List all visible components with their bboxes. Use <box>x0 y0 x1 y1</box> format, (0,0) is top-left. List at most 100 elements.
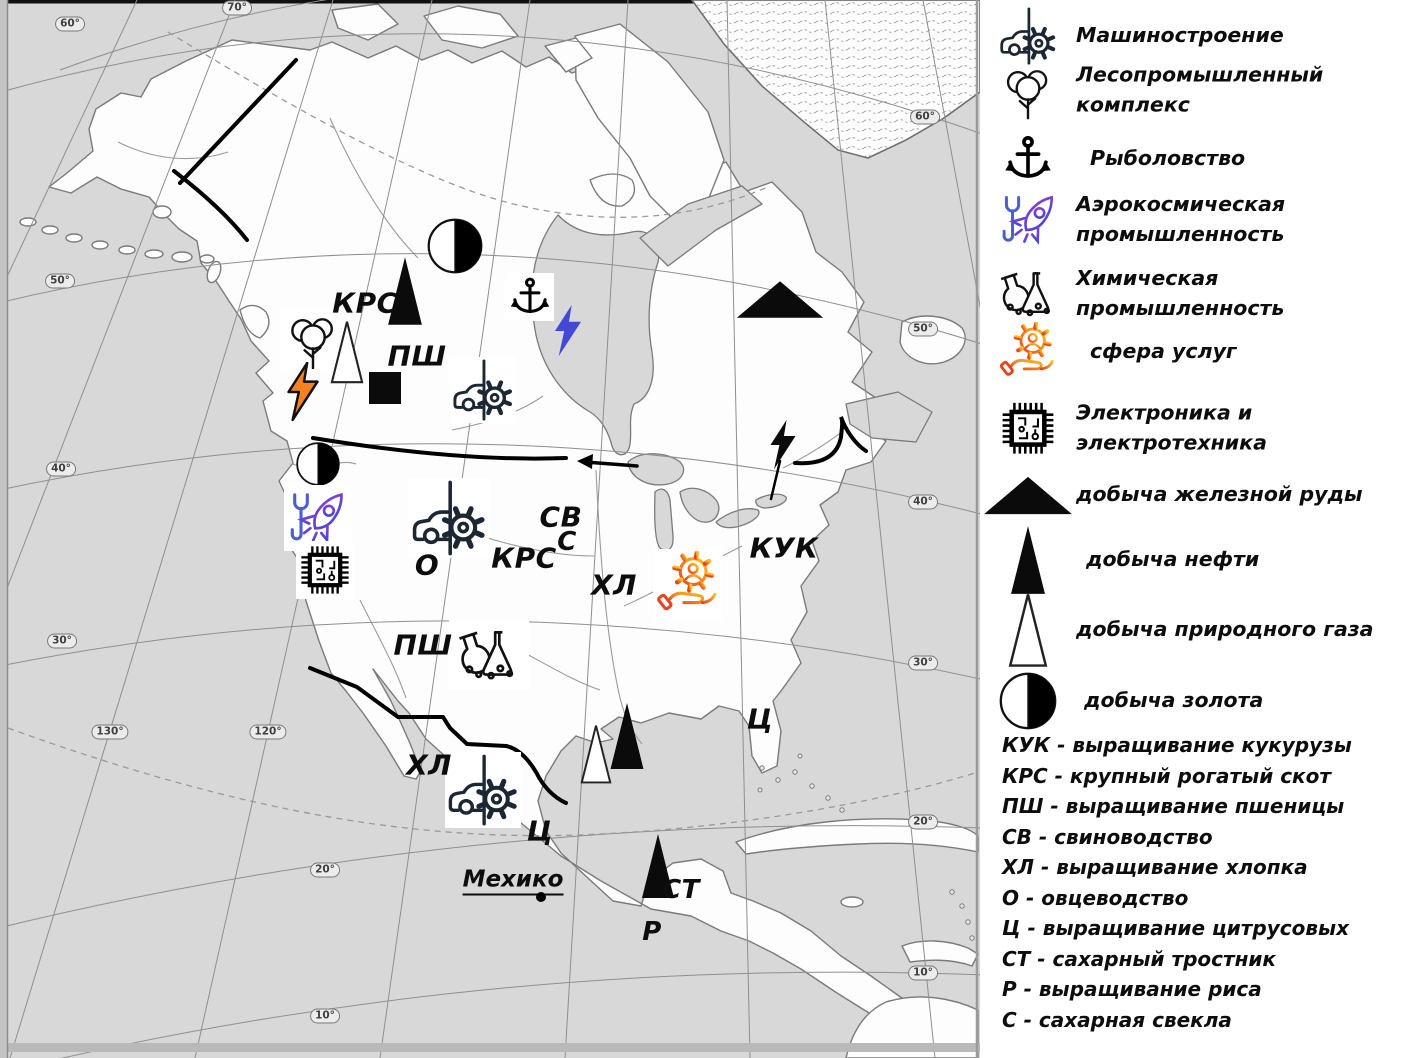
marker-aerospace-icon <box>284 485 350 551</box>
map-label: О <box>414 548 440 582</box>
graticule-label: 60° <box>910 109 940 125</box>
chemical-icon <box>980 264 1076 324</box>
marker-services-icon <box>653 549 723 619</box>
legend-item-label: добыча нефти <box>1076 545 1259 575</box>
legend-code-item: Р - выращивание риса <box>1002 977 1262 1001</box>
marker-gas-icon <box>330 317 364 387</box>
graticule-label: 50° <box>908 321 938 337</box>
graticule-label: 60° <box>55 16 85 32</box>
legend-label-line: Электроника и <box>1076 400 1253 425</box>
marker-chemical-icon <box>449 620 529 690</box>
legend-label-line: промышленность <box>1076 222 1285 246</box>
legend-label-line: добыча нефти <box>1086 547 1260 572</box>
map-label: Ц <box>746 702 774 736</box>
iron-icon <box>980 474 1076 516</box>
marker-oil-icon <box>386 255 424 327</box>
legend-item-label: Аэрокосмическая промышленность <box>1076 190 1285 249</box>
aerospace-icon <box>980 190 1076 250</box>
map-base-drawing <box>0 0 980 1058</box>
marker-tree-icon <box>281 307 345 371</box>
legend-item-tree: Лесопромышленный комплекс <box>980 60 1428 119</box>
legend-item-label: Рыболовство <box>1076 144 1245 174</box>
map-label: Ц <box>526 814 554 848</box>
legend-code-item: ПШ - выращивание пшеницы <box>1002 794 1345 818</box>
graticule-label: 120° <box>249 724 287 740</box>
marker-gold-icon <box>295 441 341 487</box>
machinery-icon <box>980 7 1076 65</box>
legend-label-line: Машиностроение <box>1076 23 1284 48</box>
map-label: ХЛ <box>406 748 452 782</box>
legend-label-line: Аэрокосмическая <box>1076 192 1286 217</box>
legend-item-services: сфера услуг <box>980 322 1428 382</box>
map-canvas: 60° 70° 50° 40° 30° 130° 120° 20° 10° 60° 50° 40° 30… <box>0 0 980 1058</box>
graticule-label: 70° <box>222 0 252 16</box>
legend-item-chemical: Химическая промышленность <box>980 264 1428 324</box>
map-label: СВ <box>539 500 583 534</box>
legend-label-line: сфера услуг <box>1090 339 1237 364</box>
graticule-label: 130° <box>91 724 129 740</box>
marker-bolt-orange-icon <box>285 361 321 422</box>
legend-panel: Машиностроение Лесопромышленный комплекс… <box>980 0 1428 1058</box>
legend-label-line: Химическая промышленность <box>1076 266 1285 320</box>
map-label: С <box>557 527 577 557</box>
map-label: ПШ <box>387 339 447 373</box>
legend-code-item: Ц - выращивание цитрусовых <box>1002 916 1349 940</box>
map-label: Р <box>642 917 662 947</box>
legend-item-label: Электроника и электротехника <box>1076 398 1267 457</box>
legend-code-item: КРС - крупный рогатый скот <box>1002 764 1331 788</box>
map-label: КРС <box>491 541 557 575</box>
legend-item-anchor: Рыболовство <box>980 133 1428 185</box>
marker-gold-icon <box>426 217 484 275</box>
city-dot <box>536 892 546 902</box>
legend-code-item: С - сахарная свекла <box>1002 1008 1232 1032</box>
map-label: ХЛ <box>591 568 637 602</box>
legend-item-label: добыча природного газа <box>1076 615 1374 645</box>
marker-square-icon <box>368 371 402 405</box>
graticule-label: 20° <box>310 862 340 878</box>
graticule-label: 20° <box>908 814 938 830</box>
marker-anchor-icon <box>506 273 554 321</box>
graticule-label: 50° <box>45 273 75 289</box>
legend-item-iron: добыча железной руды <box>980 474 1428 516</box>
legend-item-electronics: Электроника и электротехника <box>980 398 1428 457</box>
marker-iron-icon <box>735 278 825 320</box>
marker-machinery-icon <box>450 357 516 423</box>
legend-item-gas: добыча природного газа <box>980 592 1428 668</box>
map-top-border <box>0 0 980 4</box>
map-label: СТ <box>662 875 700 905</box>
boundary-annotations <box>172 58 868 805</box>
tree-icon <box>980 61 1076 119</box>
legend-label-line: Рыболовство <box>1090 146 1246 171</box>
legend-label-line: электротехника <box>1076 430 1267 454</box>
city-label-mexico: Мехико <box>462 867 564 896</box>
anchor-icon <box>980 133 1076 185</box>
graticule-label: 40° <box>908 494 938 510</box>
legend-label-line: добыча природного газа <box>1076 617 1374 642</box>
marker-gas-icon <box>580 722 612 786</box>
legend-code-item: ХЛ - выращивание хлопка <box>1002 855 1308 879</box>
marker-bolt-blue-icon <box>552 304 584 358</box>
marker-machinery-icon <box>445 752 521 828</box>
legend-item-label: добыча золота <box>1076 686 1263 716</box>
legend-item-label: Химическая промышленность <box>1076 264 1428 323</box>
legend-item-label: Машиностроение <box>1076 21 1284 51</box>
map-bottom-border <box>0 1043 980 1052</box>
legend-label-line: Лесопромышленный комплекс <box>1076 62 1324 116</box>
marker-oil-icon <box>608 701 646 771</box>
graticule-label: 30° <box>47 633 77 649</box>
small-islands <box>757 753 975 941</box>
gas-icon <box>980 592 1076 668</box>
legend-code-item: СВ - свиноводство <box>1002 825 1213 849</box>
map-left-border <box>0 0 7 1058</box>
map-label: КРС <box>332 286 398 320</box>
marker-bolt-black-icon <box>767 419 799 471</box>
legend-code-item: СТ - сахарный тростник <box>1002 947 1276 971</box>
legend-code-item: КУК - выращивание кукурузы <box>1002 733 1352 757</box>
graticule-label: 10° <box>310 1008 340 1024</box>
electronics-icon <box>980 399 1076 457</box>
legend-item-oil: добыча нефти <box>980 524 1428 596</box>
map-label: ПШ <box>393 628 453 662</box>
marker-oil-icon <box>640 830 676 902</box>
greenland <box>691 0 980 159</box>
